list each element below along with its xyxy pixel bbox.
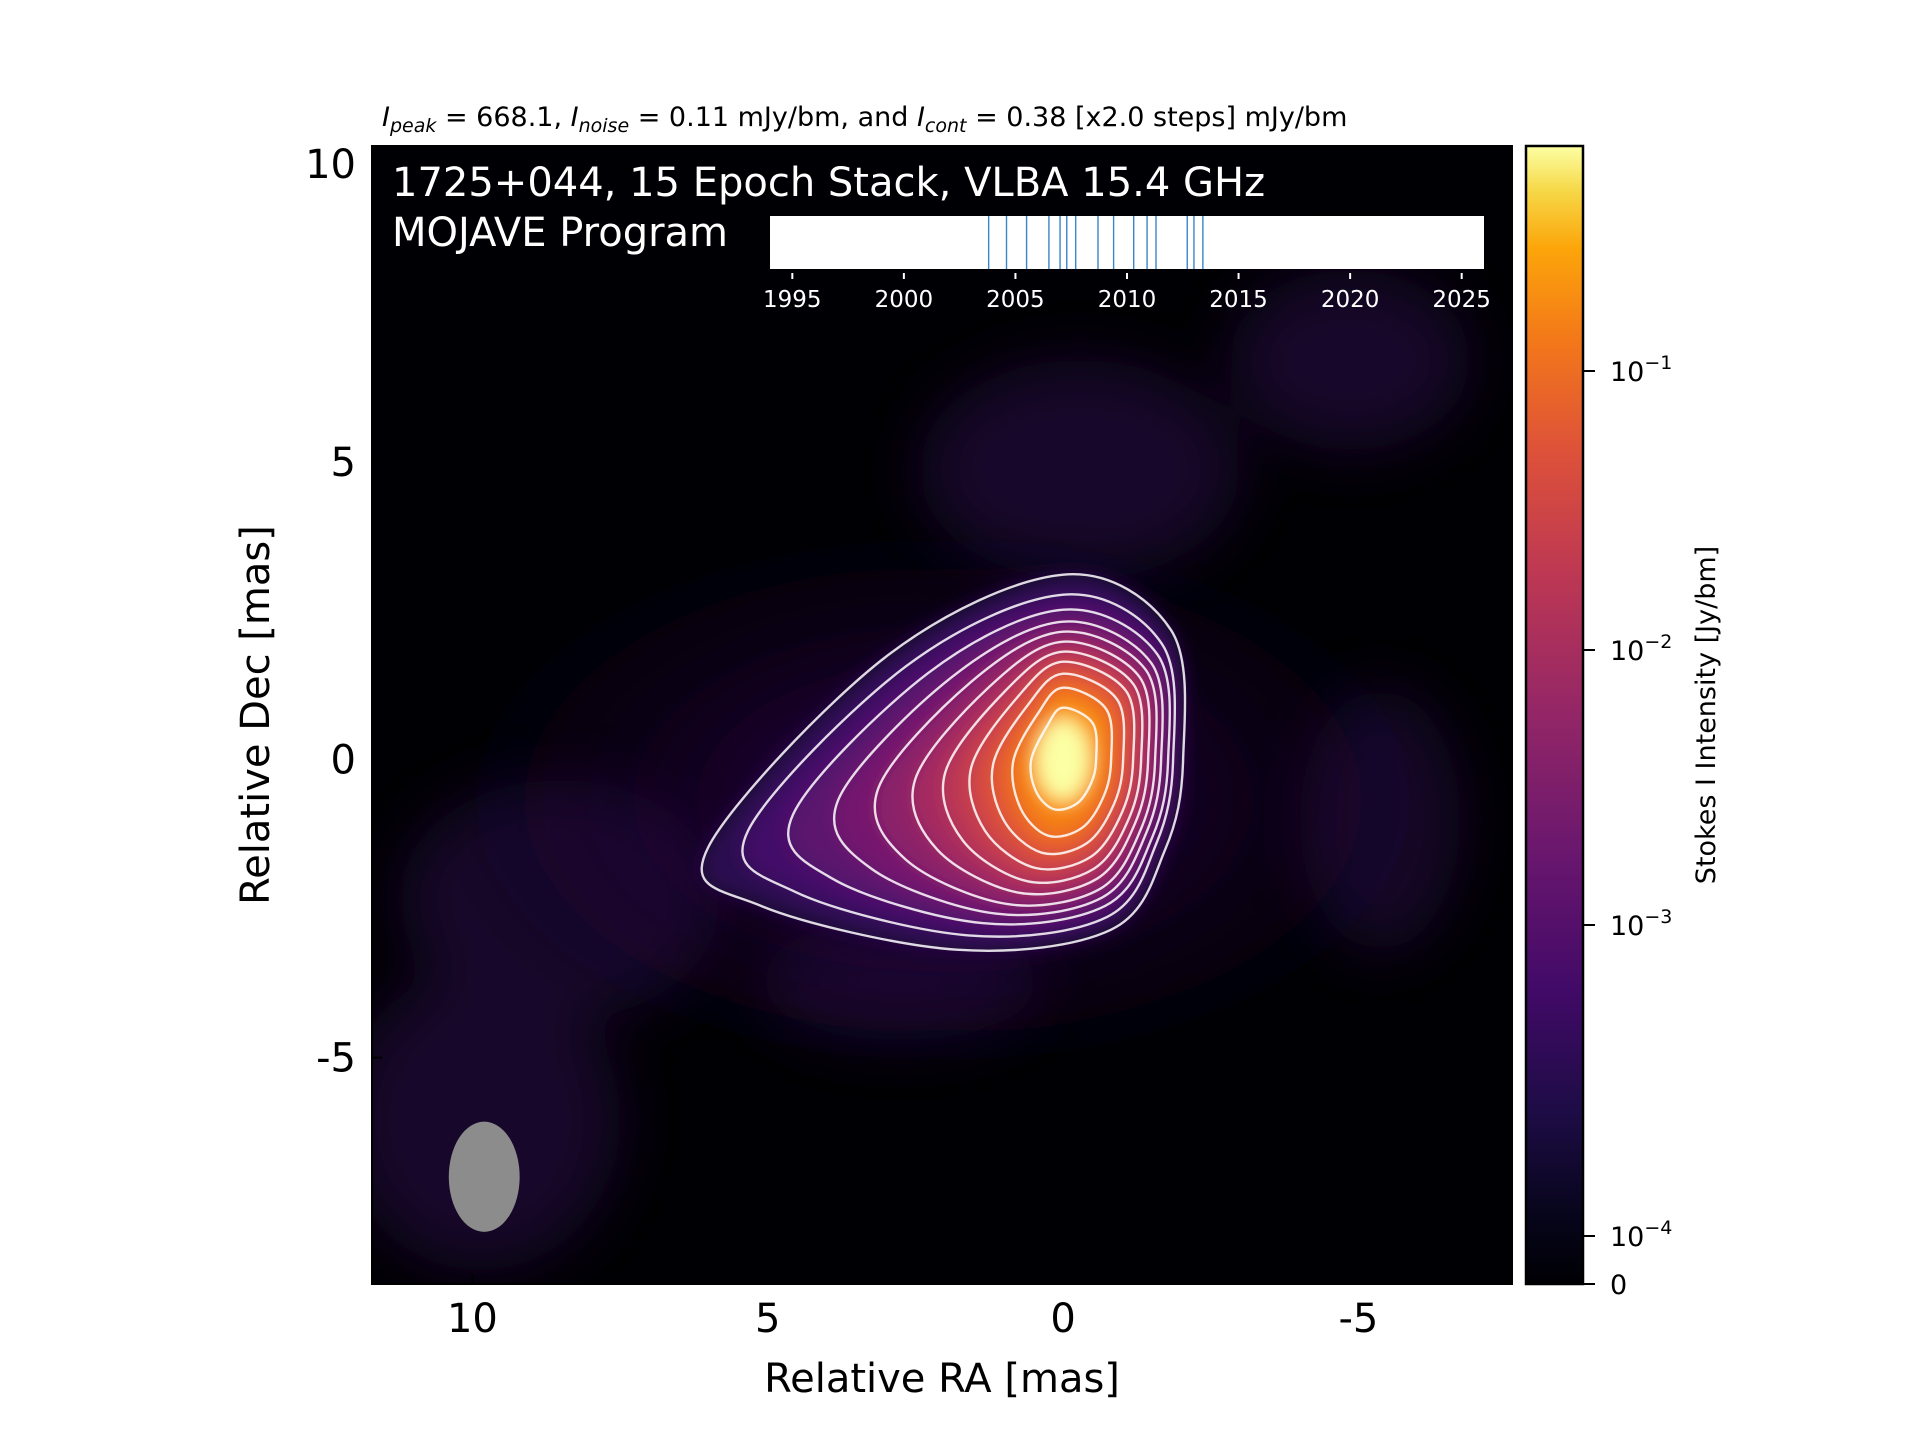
contour-line: [873, 630, 1158, 907]
timeline-tick-label: 2015: [1209, 287, 1268, 313]
contour-line: [990, 672, 1126, 856]
x-axis-label: Relative RA [mas]: [764, 1356, 1120, 1402]
x-axis-ticks: 10 5 0 -5: [447, 146, 1378, 1342]
contour-line: [968, 660, 1136, 871]
header-line: Ipeak = 668.1, Inoise = 0.11 mJy/bm, and…: [382, 102, 1347, 137]
noise-value: = 0.11 mJy/bm, and: [629, 102, 917, 133]
colorbar-tick-exponent: −1: [1644, 352, 1672, 374]
epoch-timeline: 1995 2000 2005 2010 2015 2020 2025: [763, 216, 1491, 313]
colorbar-tick-base: 10: [1610, 636, 1644, 667]
x-tick-label: 0: [1050, 1296, 1075, 1342]
colorbar-tick-label: 10−1: [1610, 352, 1672, 388]
y-tick-label: -5: [316, 1036, 356, 1082]
colorbar-tick-exponent: −4: [1644, 1217, 1672, 1239]
colorbar-ticks: 10−110−210−310−40: [1583, 352, 1672, 1301]
timeline-tick-label: 1995: [763, 287, 822, 313]
cont-value: = 0.38 [x2.0 steps] mJy/bm: [966, 102, 1347, 133]
timeline-box: [770, 216, 1484, 269]
cont-label: I: [917, 102, 925, 133]
timeline-tick-label: 2000: [875, 287, 934, 313]
contour-line: [911, 640, 1151, 896]
noise-label: I: [571, 102, 579, 133]
contour-line: [1011, 686, 1114, 838]
cont-sub: cont: [925, 115, 968, 137]
peak-label: I: [382, 102, 390, 133]
timeline-tick-label: 2005: [986, 287, 1045, 313]
y-tick-label: 0: [331, 738, 356, 784]
peak-value: = 668.1,: [436, 102, 570, 133]
y-tick-label: 5: [331, 440, 356, 486]
timeline-tick-label: 2010: [1098, 287, 1157, 313]
contour-layer: [700, 573, 1187, 952]
timeline-ticks: 1995 2000 2005 2010 2015 2020 2025: [763, 273, 1491, 313]
x-tick-label: 5: [755, 1296, 780, 1342]
timeline-epochs: [987, 216, 1204, 269]
contour-line: [1029, 706, 1098, 811]
timeline-tick-label: 2025: [1432, 287, 1491, 313]
contour-line: [700, 573, 1187, 952]
overlay-title-line2: MOJAVE Program: [392, 210, 728, 256]
colorbar-label: Stokes I Intensity [Jy/bm]: [1691, 546, 1722, 884]
x-tick-label: -5: [1338, 1296, 1378, 1342]
beam-ellipse: [448, 1121, 520, 1232]
colorbar-tick-base: 0: [1610, 1270, 1627, 1301]
jet-core-fill: [1037, 719, 1090, 800]
plot-frame: [371, 145, 1513, 1285]
contour-line: [941, 650, 1144, 885]
noise-sub: noise: [579, 115, 630, 137]
colorbar-tick-label: 0: [1610, 1270, 1627, 1301]
y-tick-label: 10: [305, 142, 356, 188]
y-axis-ticks: 10 5 0 -5: [305, 142, 1512, 1082]
peak-sub: peak: [389, 115, 437, 137]
timeline-tick-label: 2020: [1321, 287, 1380, 313]
x-tick-label: 10: [447, 1296, 498, 1342]
contour-line: [787, 608, 1172, 926]
contour-line: [741, 593, 1177, 938]
colorbar-tick-base: 10: [1610, 1222, 1644, 1253]
plot-area: [372, 146, 1512, 1284]
colorbar-tick-label: 10−4: [1610, 1217, 1672, 1253]
colorbar-tick-label: 10−3: [1610, 906, 1672, 942]
overlay-title-line1: 1725+044, 15 Epoch Stack, VLBA 15.4 GHz: [392, 160, 1265, 206]
colorbar-tick-base: 10: [1610, 357, 1644, 388]
contour-line: [832, 620, 1164, 917]
y-axis-label: Relative Dec [mas]: [233, 525, 279, 905]
colorbar-tick-base: 10: [1610, 911, 1644, 942]
colorbar-tick-exponent: −3: [1644, 906, 1672, 928]
colorbar-tick-exponent: −2: [1644, 631, 1672, 653]
colorbar: [1524, 144, 1585, 1286]
colorbar-tick-label: 10−2: [1610, 631, 1672, 667]
